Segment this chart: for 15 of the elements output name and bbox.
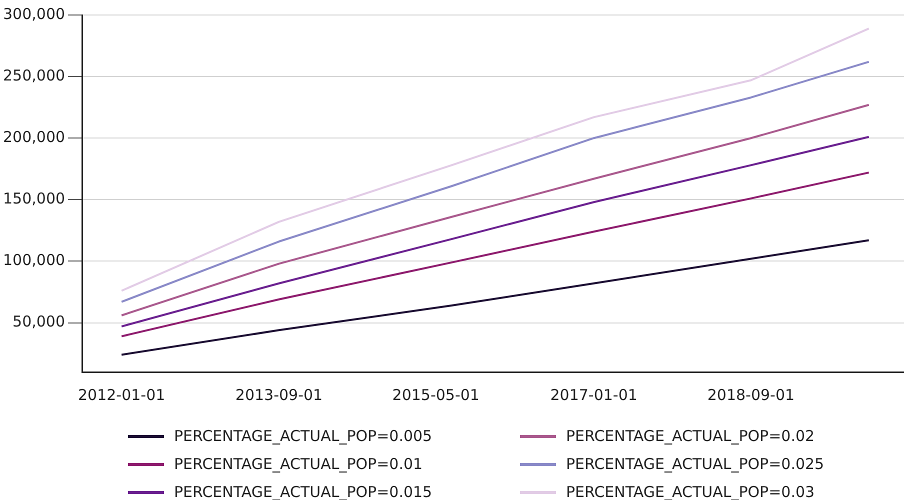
legend-label: PERCENTAGE_ACTUAL_POP=0.01	[174, 455, 423, 473]
x-tick-label: 2012-01-01	[78, 386, 166, 404]
y-tick-label: 100,000	[3, 251, 66, 270]
y-tick-label: 50,000	[12, 312, 66, 331]
x-tick-label: 2017-01-01	[550, 386, 638, 404]
legend-label: PERCENTAGE_ACTUAL_POP=0.025	[566, 455, 824, 473]
legend-label: PERCENTAGE_ACTUAL_POP=0.005	[174, 427, 432, 445]
y-tick-label: 250,000	[3, 66, 66, 84]
legend-label: PERCENTAGE_ACTUAL_POP=0.02	[566, 427, 815, 445]
y-tick-label: 300,000	[3, 4, 66, 23]
x-tick-label: 2015-05-01	[392, 386, 480, 404]
y-tick-label: 200,000	[3, 128, 66, 146]
y-tick-label: 150,000	[3, 190, 66, 208]
x-tick-label: 2013-09-01	[235, 386, 323, 404]
x-tick-label: 2018-09-01	[707, 386, 795, 404]
